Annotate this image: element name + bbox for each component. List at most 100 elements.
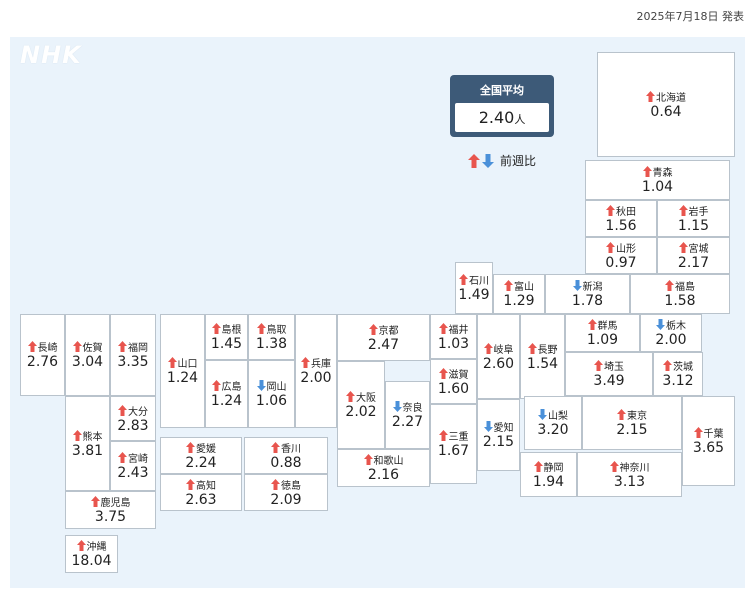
prefecture-header: 大分	[118, 403, 148, 418]
prefecture-tile: 北海道 0.64	[597, 52, 735, 157]
prefecture-value: 2.27	[391, 414, 424, 430]
prefecture-tile: 栃木 2.00	[640, 314, 702, 352]
prefecture-tile: 静岡 1.94	[520, 452, 577, 497]
prefecture-name: 香川	[281, 443, 301, 455]
trend-arrow	[572, 280, 582, 291]
prefecture-header: 佐賀	[72, 339, 103, 354]
trend-arrow	[663, 360, 672, 371]
trend-arrow	[678, 204, 688, 216]
prefecture-tile: 兵庫 2.00	[295, 314, 337, 428]
prefecture-value: 0.97	[605, 254, 637, 271]
prefecture-name: 北海道	[656, 92, 686, 104]
prefecture-tile: 滋賀 1.60	[430, 359, 477, 404]
trend-arrow	[438, 367, 448, 379]
prefecture-value: 18.04	[71, 553, 112, 569]
trend-arrow	[256, 380, 266, 391]
prefecture-tile: 鹿児島 3.75	[65, 491, 156, 529]
prefecture-value: 1.06	[255, 393, 288, 409]
prefecture-tile: 山梨 3.20	[524, 396, 582, 450]
prefecture-name: 静岡	[543, 462, 564, 474]
prefecture-header: 沖縄	[76, 538, 107, 553]
prefecture-value: 2.02	[345, 404, 377, 420]
prefecture-header: 群馬	[587, 317, 618, 332]
prefecture-header: 広島	[211, 378, 242, 393]
prefecture-header: 高知	[186, 477, 216, 492]
prefecture-name: 秋田	[616, 206, 636, 218]
trend-arrow	[118, 404, 127, 416]
trend-arrow	[538, 409, 547, 420]
prefecture-header: 東京	[617, 407, 647, 422]
prefecture-value: 3.04	[71, 354, 104, 370]
trend-arrow	[301, 357, 310, 368]
prefecture-header: 石川	[459, 272, 489, 287]
prefecture-name: 福岡	[128, 343, 148, 354]
prefecture-tile: 東京 2.15	[582, 396, 682, 450]
prefecture-value: 1.15	[677, 217, 710, 234]
prefecture-header: 岐阜	[483, 341, 514, 356]
trend-arrow	[271, 478, 280, 490]
down-arrow	[482, 153, 494, 168]
trend-arrow	[211, 323, 221, 334]
trend-arrow	[483, 421, 493, 432]
prefecture-tile: 青森 1.04	[585, 160, 730, 200]
prefecture-value: 1.09	[586, 332, 619, 348]
prefecture-value: 1.03	[437, 335, 470, 352]
prefecture-value: 3.20	[537, 422, 569, 438]
trend-arrow	[346, 391, 355, 402]
trend-arrow	[363, 454, 373, 465]
prefecture-value: 2.60	[482, 355, 515, 372]
prefecture-header: 新潟	[572, 278, 603, 293]
trend-arrow	[438, 322, 448, 334]
trend-arrow	[646, 90, 655, 102]
prefecture-name: 石川	[469, 276, 489, 287]
national-average: 全国平均 2.40人	[450, 75, 554, 137]
prefecture-name: 宮城	[688, 243, 709, 255]
prefecture-value: 2.76	[26, 354, 59, 370]
prefecture-tile: 愛媛 2.24	[160, 437, 242, 474]
prefecture-name: 栃木	[666, 321, 686, 332]
prefecture-value: 1.24	[166, 370, 199, 386]
prefecture-tile: 宮崎 2.43	[110, 441, 156, 491]
prefecture-tile: 広島 1.24	[205, 360, 248, 428]
prefecture-value: 2.17	[677, 254, 710, 271]
prefecture-tile: 和歌山 2.16	[337, 449, 430, 487]
trend-arrow	[438, 430, 448, 441]
prefecture-value: 1.67	[437, 443, 470, 459]
prefecture-header: 千葉	[693, 425, 724, 440]
prefecture-value: 2.00	[300, 370, 332, 386]
prefecture-header: 長野	[527, 341, 558, 356]
prefecture-value: 1.94	[532, 473, 565, 490]
prefecture-tile: 岩手 1.15	[657, 200, 730, 237]
prefecture-value: 1.78	[571, 293, 604, 309]
prefecture-header: 島根	[211, 321, 242, 336]
prefecture-tile: 京都 2.47	[337, 314, 430, 361]
prefecture-header: 栃木	[656, 317, 686, 332]
prefecture-name: 千葉	[703, 429, 724, 440]
trend-arrow	[642, 166, 652, 177]
trend-arrow	[256, 323, 266, 334]
prefecture-tile: 群馬 1.09	[565, 314, 640, 352]
prefecture-name: 長野	[537, 344, 558, 356]
trend-arrow	[76, 540, 86, 551]
prefecture-tile: 鳥取 1.38	[248, 314, 295, 360]
prefecture-name: 徳島	[281, 480, 301, 492]
prefecture-tile: 熊本 3.81	[65, 396, 110, 491]
prefecture-value: 3.13	[613, 473, 646, 490]
prefecture-header: 大阪	[346, 389, 376, 404]
prefecture-value: 1.56	[605, 217, 637, 234]
trend-arrow	[211, 380, 221, 391]
prefecture-value: 1.60	[437, 380, 470, 397]
prefecture-value: 2.47	[367, 336, 400, 353]
prefecture-name: 高知	[196, 480, 216, 492]
prefecture-value: 1.45	[210, 336, 243, 352]
prefecture-header: 和歌山	[363, 452, 404, 467]
prefecture-value: 1.49	[458, 287, 490, 303]
trend-arrow	[90, 496, 100, 507]
prefecture-name: 長崎	[37, 343, 58, 354]
prefecture-tile: 富山 1.29	[493, 274, 545, 314]
prefecture-name: 兵庫	[311, 359, 331, 370]
prefecture-tile: 高知 2.63	[160, 474, 242, 511]
trend-arrow	[527, 342, 537, 354]
prefecture-name: 鳥取	[266, 325, 287, 336]
